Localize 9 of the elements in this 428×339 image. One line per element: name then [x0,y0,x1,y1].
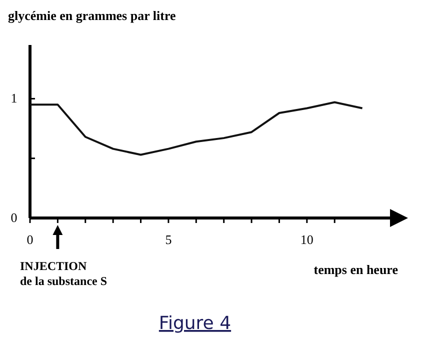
x-tick-label: 5 [165,232,172,247]
x-tick-label: 0 [26,232,34,247]
text: Figure 4 [158,313,232,334]
line-series [29,101,364,156]
y-tick-label: 1 [10,90,18,106]
x-axis-title: temps en heure [314,262,398,277]
x-tick-label: 10 [300,232,314,247]
text: INJECTION de la substance S [20,259,108,288]
y-axis-title: glycémie en grammes par litre [8,8,176,23]
